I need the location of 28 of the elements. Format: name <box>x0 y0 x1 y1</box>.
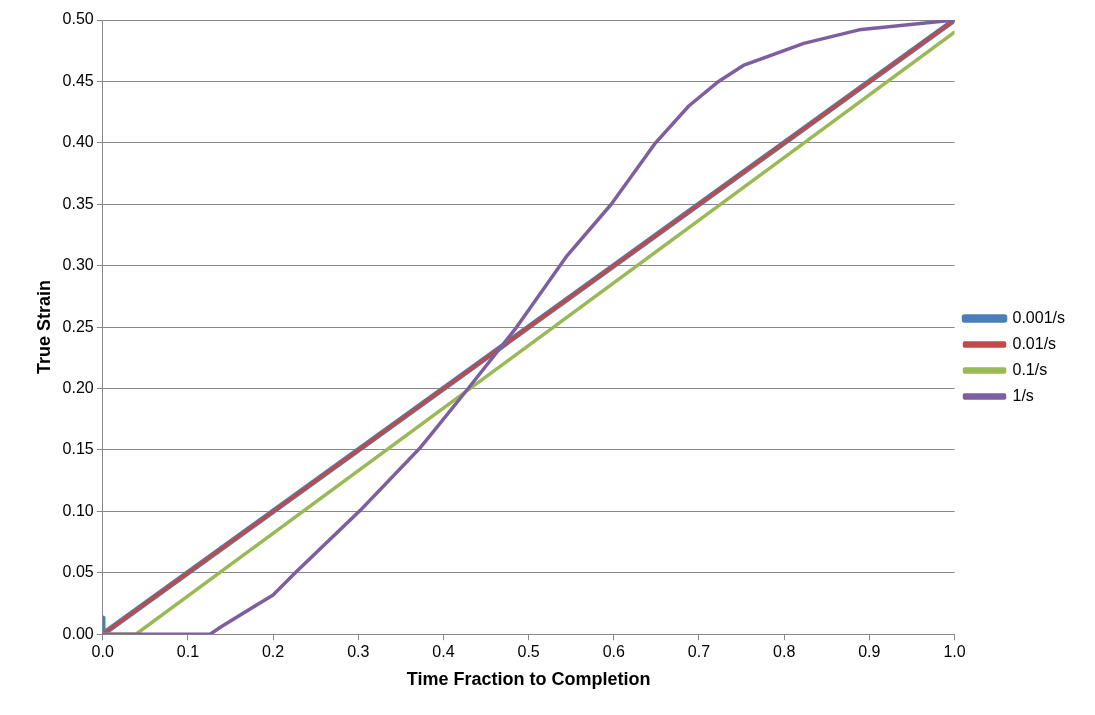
x-tick-label: 0.2 <box>261 643 285 661</box>
y-axis-title: True Strain <box>33 280 54 375</box>
y-tick-label: 0.05 <box>62 563 94 581</box>
y-tick-label: 0.30 <box>62 256 94 274</box>
y-tick-label: 0.00 <box>62 624 94 642</box>
y-tick-label: 0.10 <box>62 501 94 519</box>
legend-label: 0.001/s <box>1012 308 1065 326</box>
x-tick-label: 0.9 <box>858 643 881 661</box>
x-tick-label: 0.7 <box>687 643 711 661</box>
y-tick-label: 0.40 <box>62 133 94 151</box>
x-tick-label: 0.4 <box>432 643 455 661</box>
x-tick-label: 0.6 <box>602 643 626 661</box>
x-tick-label: 0.1 <box>176 643 200 661</box>
y-tick-label: 0.20 <box>62 378 94 396</box>
y-tick-label: 0.15 <box>62 440 94 458</box>
legend-label: 0.01/s <box>1012 334 1057 352</box>
x-axis-title: Time Fraction to Completion <box>406 669 651 690</box>
x-tick-label: 0.3 <box>347 643 370 661</box>
y-tick-label: 0.35 <box>62 194 94 212</box>
x-tick-label: 0.0 <box>91 643 114 661</box>
x-tick-label: 1.0 <box>943 643 966 661</box>
y-tick-label: 0.25 <box>62 317 94 335</box>
x-tick-label: 0.5 <box>517 643 540 661</box>
y-tick-label: 0.45 <box>62 71 94 89</box>
legend-label: 0.1/s <box>1012 360 1048 378</box>
legend-label: 1/s <box>1012 386 1034 404</box>
x-tick-label: 0.8 <box>773 643 796 661</box>
y-tick-label: 0.50 <box>62 10 94 28</box>
